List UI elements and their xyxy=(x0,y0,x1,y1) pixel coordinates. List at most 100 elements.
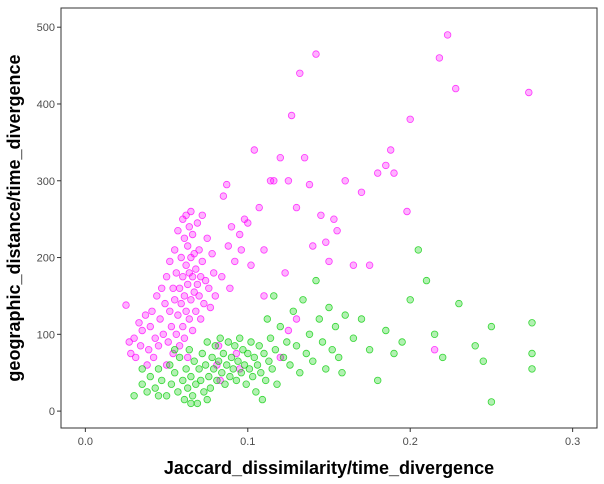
series-1-point-32 xyxy=(209,365,218,373)
series-1-point-10 xyxy=(170,369,179,377)
series-0-point-30 xyxy=(170,246,179,254)
series-1-point-99 xyxy=(398,338,406,346)
series-0-point-85 xyxy=(222,180,231,189)
series-1-point-48 xyxy=(235,334,244,342)
series-1-point-51 xyxy=(240,361,249,369)
series-0-point-65 xyxy=(193,280,202,289)
series-0-point-42 xyxy=(180,234,189,242)
series-0-point-104 xyxy=(287,111,296,120)
series-0-point-110 xyxy=(312,50,320,58)
series-1-point-1 xyxy=(138,380,146,388)
series-0-point-114 xyxy=(330,215,338,223)
series-1-point-14 xyxy=(180,395,189,404)
series-1-point-112 xyxy=(528,365,536,373)
series-0-point-0 xyxy=(122,301,130,309)
series-0-point-84 xyxy=(219,192,228,200)
series-0-point-121 xyxy=(382,161,390,170)
series-1-point-29 xyxy=(205,372,213,381)
series-0-point-87 xyxy=(226,284,234,292)
series-1-point-8 xyxy=(166,361,174,369)
series-1-point-108 xyxy=(487,322,496,331)
series-1-point-97 xyxy=(382,326,390,335)
series-1-point-114 xyxy=(154,392,163,400)
series-0-point-83 xyxy=(218,273,226,281)
series-0-point-125 xyxy=(406,115,414,123)
series-1-point-85 xyxy=(318,338,327,346)
series-1-point-93 xyxy=(349,334,358,342)
series-1-point-60 xyxy=(255,342,263,350)
series-0-point-86 xyxy=(224,242,232,250)
series-0-point-71 xyxy=(198,257,206,266)
series-1-point-18 xyxy=(187,372,195,381)
series-1-point-33 xyxy=(211,342,219,350)
series-1-point-21 xyxy=(192,380,200,388)
series-0-point-122 xyxy=(387,146,395,154)
series-0-point-17 xyxy=(156,315,164,323)
series-0-point-50 xyxy=(183,353,192,362)
series-1-point-67 xyxy=(266,334,275,342)
series-1-point-117 xyxy=(203,395,211,404)
series-1-point-41 xyxy=(224,338,232,346)
y-tick-label: 0 xyxy=(49,406,55,418)
series-1-point-30 xyxy=(206,384,215,392)
series-0-point-129 xyxy=(452,84,460,93)
series-1-point-39 xyxy=(221,380,229,388)
series-1-point-115 xyxy=(170,346,179,354)
series-0-point-27 xyxy=(169,284,177,292)
series-1-point-12 xyxy=(175,353,184,362)
series-1-point-71 xyxy=(273,380,281,388)
series-0-point-47 xyxy=(182,307,190,315)
series-0-point-10 xyxy=(144,346,153,354)
series-0-point-133 xyxy=(284,326,293,335)
series-0-point-96 xyxy=(250,146,258,154)
series-0-point-11 xyxy=(146,322,154,331)
series-0-point-6 xyxy=(136,342,145,350)
series-1-point-7 xyxy=(162,392,171,400)
y-tick-label: 200 xyxy=(37,253,55,265)
series-1-point-45 xyxy=(231,342,239,350)
series-1-point-69 xyxy=(270,292,278,300)
series-0-point-75 xyxy=(205,284,213,292)
series-1-point-2 xyxy=(143,388,151,396)
series-0-point-70 xyxy=(198,211,206,219)
series-1-point-27 xyxy=(201,361,210,369)
series-0-point-13 xyxy=(149,353,158,362)
series-1-point-17 xyxy=(185,346,193,354)
series-1-point-88 xyxy=(328,346,336,354)
y-tick-label: 500 xyxy=(37,22,55,34)
series-1-point-79 xyxy=(299,296,307,304)
series-1-point-11 xyxy=(174,388,182,396)
series-0-point-38 xyxy=(177,299,185,308)
series-0-point-45 xyxy=(182,261,190,269)
y-tick-label: 100 xyxy=(37,329,55,341)
series-1-point-26 xyxy=(200,388,208,396)
series-1-point-38 xyxy=(219,349,228,358)
series-1-point-65 xyxy=(263,315,271,323)
series-0-point-35 xyxy=(175,284,184,292)
series-1-point-23 xyxy=(195,365,203,373)
series-1-point-53 xyxy=(244,349,252,358)
series-0-point-21 xyxy=(162,273,171,281)
series-0-point-119 xyxy=(365,261,374,269)
series-0-point-32 xyxy=(172,269,180,277)
series-0-point-102 xyxy=(281,269,289,277)
series-0-point-62 xyxy=(192,265,200,273)
series-1-point-40 xyxy=(222,361,231,369)
series-1-point-52 xyxy=(242,380,250,388)
series-1-point-72 xyxy=(276,322,284,331)
series-0-point-92 xyxy=(237,246,245,254)
series-1-point-101 xyxy=(414,246,422,254)
series-0-point-78 xyxy=(209,269,218,277)
series-0-point-9 xyxy=(143,361,151,369)
series-1-point-91 xyxy=(338,369,346,377)
x-axis-ticks: 0.0 0.1 0.2 0.3 xyxy=(78,428,580,448)
series-0-point-49 xyxy=(183,280,192,289)
series-1-point-42 xyxy=(226,372,234,381)
series-0-point-34 xyxy=(174,226,182,235)
series-0-point-76 xyxy=(206,303,215,312)
series-1-point-43 xyxy=(227,353,236,362)
series-0-point-72 xyxy=(200,299,208,308)
series-1-point-46 xyxy=(232,376,241,385)
series-0-point-23 xyxy=(164,338,172,346)
series-0-point-111 xyxy=(317,211,325,219)
